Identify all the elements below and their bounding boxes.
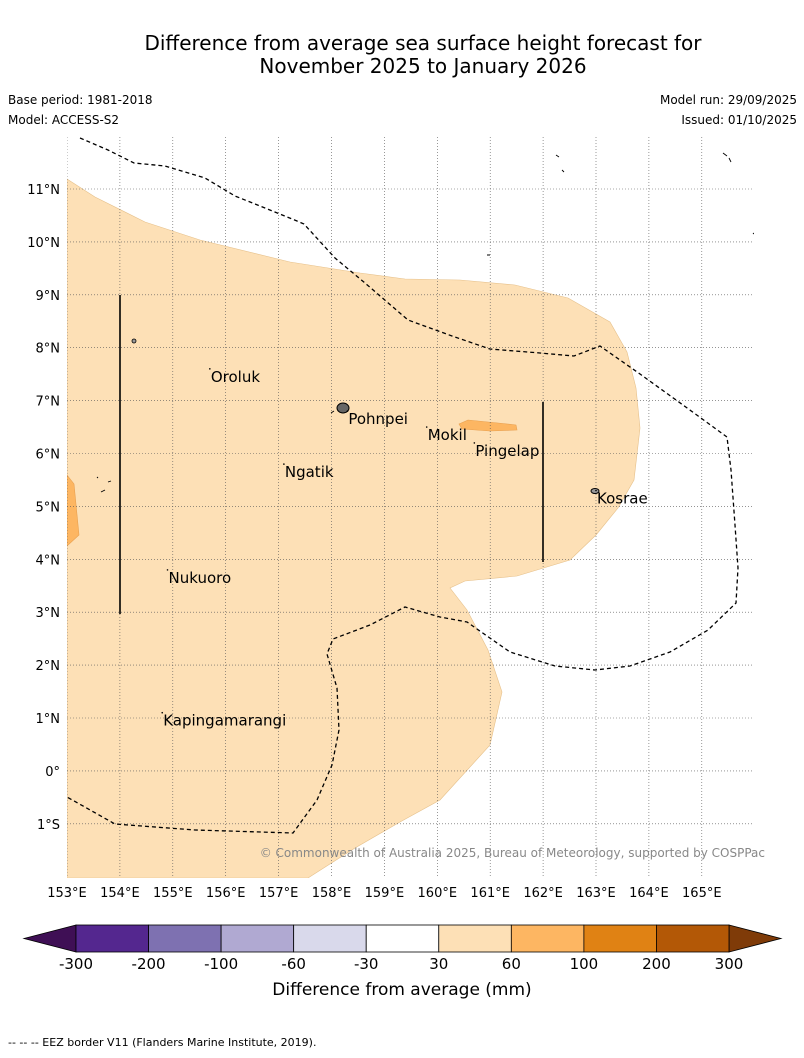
map-title: Difference from average sea surface heig…: [0, 32, 804, 78]
place-marker: [425, 426, 428, 428]
longitude-label: 161°E: [470, 886, 510, 901]
colorbar-tick-label: -300: [59, 955, 93, 973]
latitude-label: 0°: [45, 765, 60, 780]
latitude-label: 9°N: [36, 289, 61, 304]
colorbar-segment: [365, 924, 440, 953]
latitude-label: 4°N: [36, 553, 61, 568]
colorbar-tick-label: 30: [429, 955, 448, 973]
anomaly-region-60-100-west: [67, 474, 80, 547]
longitude-label: 157°E: [259, 886, 299, 901]
place-label: Mokil: [428, 426, 467, 444]
colorbar-segment: [293, 924, 367, 953]
colorbar-tick-label: 100: [570, 955, 599, 973]
place-marker: [473, 442, 476, 444]
map-graticule: [67, 137, 754, 878]
atoll-marker: [131, 338, 137, 344]
colorbar-tick-label: -30: [354, 955, 379, 973]
colorbar-segment: [220, 924, 295, 953]
latitude-label: 5°N: [36, 500, 61, 515]
model-run-date: Model run: 29/09/2025: [659, 93, 797, 107]
colorbar-segment: [510, 924, 585, 953]
anomaly-region-60-100-east: [458, 419, 518, 432]
model-name: Model: ACCESS-S2: [8, 113, 120, 127]
place-marker: [283, 463, 285, 465]
pohnpei-island: [336, 402, 350, 414]
latitude-label: 10°N: [27, 236, 60, 251]
copyright-notice: © Commonwealth of Australia 2025, Bureau…: [260, 846, 765, 860]
anomaly-region-30-60: [67, 178, 641, 878]
map-plot-area: Oroluk Pohnpei Mokil Pingelap Ngatik Kosrae Nu…: [67, 137, 754, 878]
colorbar-tick-label: -200: [132, 955, 166, 973]
place-labels: Oroluk Pohnpei Mokil Pingelap Ngatik Kosrae Nu…: [161, 368, 648, 730]
latitude-label: 1°N: [36, 712, 61, 727]
place-label: Kosrae: [597, 490, 648, 508]
place-label: Ngatik: [285, 463, 334, 481]
colorbar-tick-label: 300: [715, 955, 744, 973]
place-label: Nukuoro: [169, 569, 232, 587]
longitude-label: 158°E: [312, 886, 352, 901]
colorbar-tick-label: 60: [502, 955, 521, 973]
colorbar-tick-label: 200: [642, 955, 671, 973]
place-marker: [595, 489, 597, 492]
latitude-label: 8°N: [36, 342, 61, 357]
longitude-label: 160°E: [418, 886, 458, 901]
latitude-label: 1°S: [37, 818, 60, 833]
place-label: Kapingamarangi: [163, 712, 286, 730]
latitude-labels: 11°N 10°N 9°N 8°N 7°N 6°N 5°N 4°N 3°N 2°N 1°N 0° 1°S: [27, 183, 60, 833]
longitude-label: 165°E: [682, 886, 722, 901]
longitude-label: 163°E: [576, 886, 616, 901]
base-period: Base period: 1981-2018: [8, 93, 153, 107]
colorbar-tick-label: -60: [281, 955, 306, 973]
eez-border: [67, 137, 739, 834]
place-marker: [161, 711, 164, 714]
longitude-label: 156°E: [206, 886, 246, 901]
colorbar-over-arrow: [728, 924, 783, 953]
colorbar: -300 -200 -100 -60 -30 30 60 100 200 300: [22, 924, 783, 973]
longitude-label: 159°E: [365, 886, 405, 901]
latitude-label: 2°N: [36, 659, 61, 674]
place-label: Pohnpei: [348, 410, 408, 428]
latitude-label: 7°N: [36, 395, 61, 410]
colorbar-segment: [148, 924, 222, 953]
kosrae-island: [590, 488, 600, 494]
eez-footnote: -- -- -- EEZ border V11 (Flanders Marine…: [8, 1036, 317, 1049]
longitude-label: 164°E: [629, 886, 669, 901]
latitude-label: 3°N: [36, 606, 61, 621]
title-line-2: November 2025 to January 2026: [259, 54, 587, 78]
place-marker: [166, 569, 169, 571]
title-line-1: Difference from average sea surface heig…: [144, 31, 702, 55]
colorbar-tick-label: -100: [204, 955, 238, 973]
colorbar-label: Difference from average (mm): [272, 980, 531, 1000]
latitude-label: 6°N: [36, 448, 61, 463]
longitude-labels: 153°E 154°E 155°E 156°E 157°E 158°E 159°E 160°E…: [47, 886, 721, 901]
latitude-label: 11°N: [27, 183, 60, 198]
place-marker: [346, 410, 349, 412]
colorbar-segment: [583, 924, 657, 953]
place-label: Pingelap: [475, 442, 539, 460]
colorbar-segment: [656, 924, 730, 953]
colorbar-segment: [438, 924, 512, 953]
longitude-label: 153°E: [47, 886, 87, 901]
longitude-label: 162°E: [523, 886, 563, 901]
place-label: Oroluk: [211, 368, 260, 386]
colorbar-under-arrow: [22, 924, 77, 953]
reef-marks: [96, 152, 754, 493]
longitude-label: 155°E: [153, 886, 193, 901]
issued-date: Issued: 01/10/2025: [681, 113, 797, 127]
colorbar-segment: [75, 924, 149, 953]
longitude-label: 154°E: [100, 886, 140, 901]
place-marker: [209, 368, 211, 370]
